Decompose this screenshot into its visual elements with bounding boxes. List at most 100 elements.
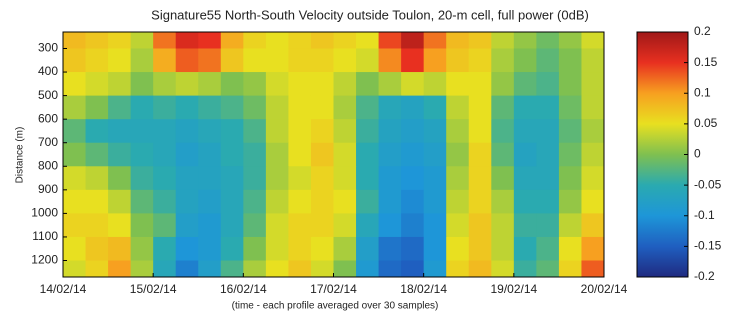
heatmap-cell (379, 48, 402, 72)
heatmap-cell (491, 143, 514, 167)
colorbar (637, 32, 688, 277)
colorbar-tick-label: 0 (694, 147, 701, 161)
heatmap-cell (266, 72, 289, 96)
heatmap-cell (266, 119, 289, 143)
heatmap-cell (86, 72, 109, 96)
heatmap-cell (401, 143, 424, 167)
heatmap-cell (243, 25, 266, 49)
heatmap-cell (334, 190, 357, 214)
heatmap-cell (559, 143, 582, 167)
heatmap-cell (63, 166, 86, 190)
heatmap-cell (198, 237, 221, 261)
colorbar-tick-label: -0.05 (694, 177, 722, 191)
heatmap-cell (356, 72, 379, 96)
heatmap-cell (266, 237, 289, 261)
heatmap-cell (356, 25, 379, 49)
heatmap-cell (63, 72, 86, 96)
heatmap-cell (63, 261, 86, 285)
heatmap-cell (266, 25, 289, 49)
y-tick-label: 400 (38, 64, 58, 78)
heatmap-cell (581, 143, 604, 167)
heatmap-cell (334, 237, 357, 261)
heatmap-cell (379, 119, 402, 143)
heatmap-cell (266, 190, 289, 214)
heatmap-cell (153, 72, 176, 96)
y-tick-label: 1100 (32, 229, 58, 243)
heatmap-cell (108, 190, 131, 214)
heatmap-cell (288, 190, 311, 214)
y-tick-label: 1200 (31, 253, 58, 267)
heatmap-cell (581, 25, 604, 49)
heatmap-cell (131, 25, 154, 49)
heatmap-cell (243, 48, 266, 72)
heatmap-cell (288, 119, 311, 143)
heatmap-cell (311, 25, 334, 49)
heatmap-cell (559, 25, 582, 49)
x-tick-label: 15/02/14 (130, 282, 177, 296)
heatmap-cell (243, 143, 266, 167)
heatmap-cell (63, 48, 86, 72)
heatmap-cell (221, 237, 244, 261)
colorbar-tick-label: 0.1 (694, 85, 711, 99)
heatmap-cell (401, 261, 424, 285)
heatmap-cell (153, 261, 176, 285)
heatmap-cell (311, 261, 334, 285)
heatmap-cell (559, 96, 582, 120)
heatmap-cell (446, 72, 469, 96)
heatmap-cell (63, 25, 86, 49)
heatmap-cell (469, 96, 492, 120)
heatmap-cell (176, 119, 199, 143)
heatmap-cell (379, 96, 402, 120)
heatmap-cell (288, 96, 311, 120)
heatmap-cell (536, 48, 559, 72)
heatmap-cell (514, 237, 537, 261)
heatmap-cell (243, 261, 266, 285)
heatmap-cell (243, 72, 266, 96)
heatmap-cell (581, 213, 604, 237)
heatmap-cell (469, 25, 492, 49)
heatmap-cell (243, 96, 266, 120)
heatmap-cell (356, 96, 379, 120)
heatmap-cell (288, 25, 311, 49)
heatmap-cell (424, 166, 447, 190)
y-axis-label: Distance (m) (15, 127, 26, 184)
heatmap-cell (86, 261, 109, 285)
heatmap-cell (514, 213, 537, 237)
heatmap-cell (469, 143, 492, 167)
heatmap-cell (176, 190, 199, 214)
heatmap-cell (63, 143, 86, 167)
heatmap-cell (491, 261, 514, 285)
heatmap-cell (311, 213, 334, 237)
heatmap-cell (424, 213, 447, 237)
heatmap-cell (424, 72, 447, 96)
heatmap-cell (401, 96, 424, 120)
heatmap-cell (424, 119, 447, 143)
heatmap-cell (536, 72, 559, 96)
heatmap-cell (334, 166, 357, 190)
heatmap-cell (108, 48, 131, 72)
heatmap-cell (288, 261, 311, 285)
heatmap-cell (198, 119, 221, 143)
heatmap-cell (176, 213, 199, 237)
heatmap-cell (131, 48, 154, 72)
heatmap-cell (221, 143, 244, 167)
heatmap-cell (491, 72, 514, 96)
heatmap-cell (581, 190, 604, 214)
heatmap-cell (153, 213, 176, 237)
heatmap-cell (446, 190, 469, 214)
heatmap-cell (514, 72, 537, 96)
heatmap-cell (288, 48, 311, 72)
heatmap-cell (469, 261, 492, 285)
heatmap-cell (198, 261, 221, 285)
heatmap-cell (131, 166, 154, 190)
heatmap-cell (198, 166, 221, 190)
heatmap-cell (131, 213, 154, 237)
heatmap-cell (379, 213, 402, 237)
heatmap-cell (514, 25, 537, 49)
heatmap-cell (266, 261, 289, 285)
heatmap-cell (401, 237, 424, 261)
heatmap-cell (243, 237, 266, 261)
heatmap-cell (536, 190, 559, 214)
heatmap-cell (446, 96, 469, 120)
heatmap-cell (379, 143, 402, 167)
